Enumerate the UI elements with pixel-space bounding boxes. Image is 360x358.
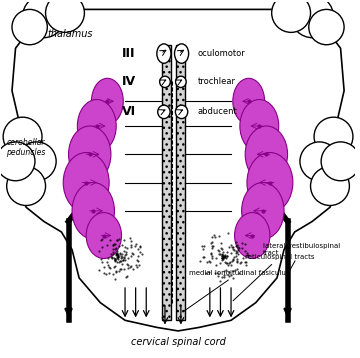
Circle shape [46, 0, 84, 32]
Circle shape [272, 0, 311, 32]
Circle shape [309, 9, 344, 45]
Ellipse shape [247, 153, 293, 213]
Ellipse shape [235, 213, 270, 258]
Text: III: III [122, 47, 136, 60]
Text: IV: IV [122, 75, 136, 88]
Circle shape [291, 0, 333, 38]
Ellipse shape [91, 78, 123, 124]
FancyBboxPatch shape [162, 45, 171, 320]
Circle shape [12, 9, 47, 45]
Text: cerebellar
peduncles: cerebellar peduncles [6, 137, 45, 157]
Circle shape [321, 142, 360, 181]
Ellipse shape [233, 78, 265, 124]
FancyBboxPatch shape [176, 45, 185, 320]
Polygon shape [12, 9, 344, 331]
Ellipse shape [160, 76, 170, 87]
Text: reticulospinal tracts: reticulospinal tracts [233, 254, 315, 301]
Text: oculomotor: oculomotor [198, 49, 245, 58]
Ellipse shape [157, 44, 171, 63]
Text: trochlear: trochlear [198, 77, 235, 86]
Text: abducent: abducent [198, 107, 237, 116]
Ellipse shape [242, 183, 284, 239]
Ellipse shape [175, 105, 188, 118]
Circle shape [23, 0, 65, 38]
Text: VI: VI [122, 105, 136, 118]
Ellipse shape [77, 100, 116, 153]
Ellipse shape [176, 76, 186, 87]
Circle shape [0, 142, 35, 181]
Circle shape [3, 117, 42, 156]
Circle shape [7, 166, 46, 205]
Ellipse shape [240, 100, 279, 153]
Circle shape [311, 166, 350, 205]
Ellipse shape [72, 183, 114, 239]
Ellipse shape [245, 126, 288, 183]
Text: thalamus: thalamus [47, 29, 93, 39]
Ellipse shape [63, 153, 109, 213]
Text: lateral vestibulospinal
tract: lateral vestibulospinal tract [263, 243, 340, 272]
Circle shape [314, 117, 353, 156]
Ellipse shape [175, 44, 189, 63]
Text: medial longitudinal fasiculus: medial longitudinal fasiculus [183, 270, 289, 312]
Circle shape [300, 142, 339, 181]
Ellipse shape [68, 126, 111, 183]
Circle shape [17, 142, 56, 181]
Text: cervical spinal cord: cervical spinal cord [131, 337, 225, 347]
Ellipse shape [158, 105, 170, 118]
Ellipse shape [86, 213, 122, 258]
